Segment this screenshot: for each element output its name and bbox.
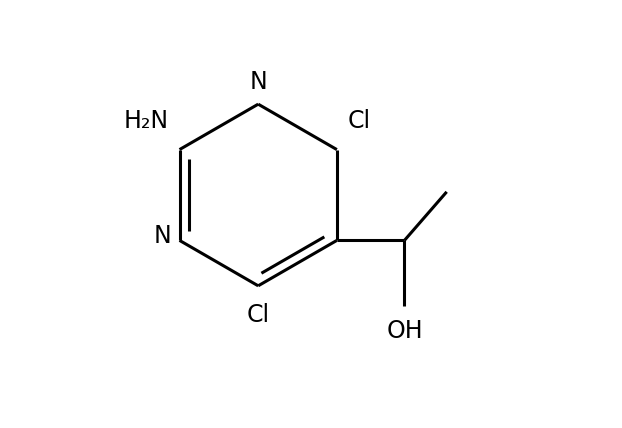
Text: H₂N: H₂N — [124, 109, 169, 133]
Text: OH: OH — [386, 318, 423, 342]
Text: Cl: Cl — [247, 303, 270, 327]
Text: N: N — [154, 224, 171, 248]
Text: Cl: Cl — [348, 109, 371, 133]
Text: N: N — [249, 70, 267, 94]
